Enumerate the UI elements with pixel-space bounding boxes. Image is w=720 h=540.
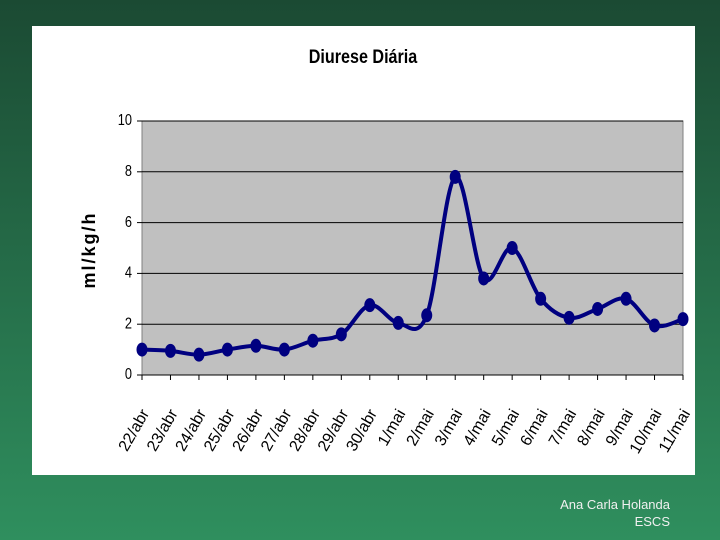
data-point [164, 343, 176, 358]
data-point [563, 310, 575, 325]
data-point [449, 169, 461, 184]
data-point [193, 347, 205, 362]
y-tick-label: 4 [125, 264, 132, 282]
y-tick-label: 10 [118, 112, 132, 130]
plot-area [141, 120, 684, 376]
data-point [620, 291, 632, 306]
data-point [677, 312, 689, 327]
y-tick-label: 2 [125, 315, 132, 333]
data-point [278, 342, 290, 357]
data-point [392, 315, 404, 330]
chart-title: Diurese Diária [309, 46, 418, 68]
y-tick-label: 0 [125, 366, 132, 384]
data-point [421, 308, 433, 323]
data-point [335, 327, 347, 342]
data-point [136, 342, 148, 357]
data-point [307, 333, 319, 348]
footer-author: Ana Carla Holanda [560, 497, 670, 512]
data-point [250, 338, 262, 353]
y-tick-label: 6 [125, 214, 132, 232]
data-point [649, 318, 661, 333]
footer-org: ESCS [634, 514, 670, 529]
data-point [478, 271, 490, 286]
y-tick-label: 8 [125, 163, 132, 181]
data-point [592, 301, 604, 316]
data-point [506, 241, 518, 255]
y-axis-label: ml/kg/h [79, 211, 99, 288]
data-point [535, 291, 547, 306]
data-point [221, 342, 233, 357]
data-point [364, 298, 376, 313]
